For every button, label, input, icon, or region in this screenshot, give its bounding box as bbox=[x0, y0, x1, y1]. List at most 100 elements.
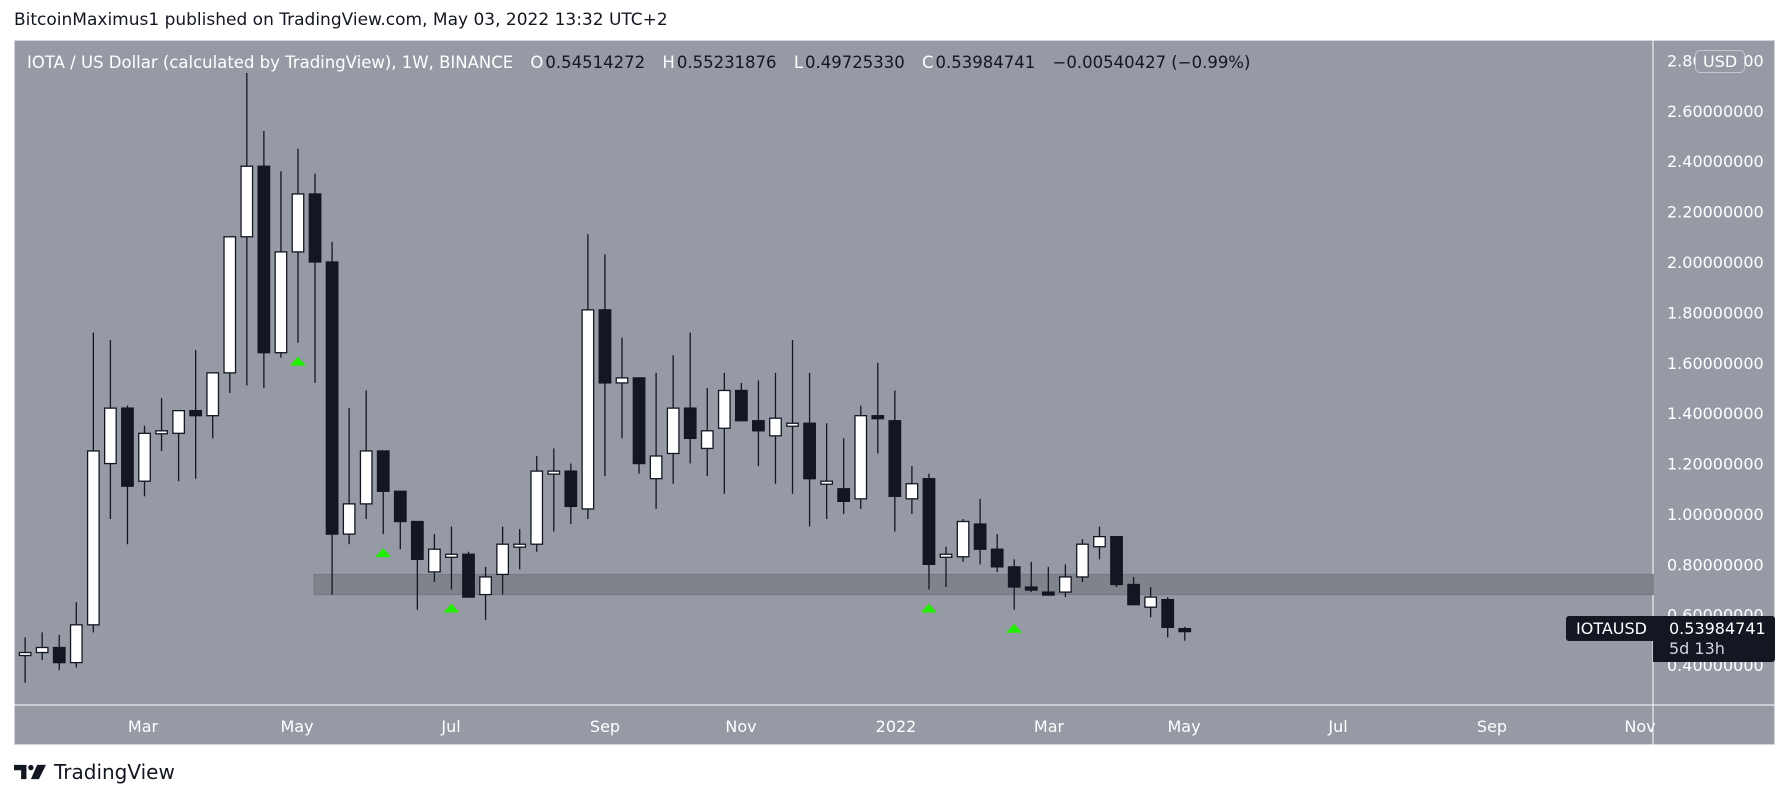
candle[interactable] bbox=[35, 646, 49, 654]
candle[interactable] bbox=[376, 450, 390, 492]
price-tick-label: 1.20000000 bbox=[1667, 455, 1764, 474]
last-price-value: 0.53984741 bbox=[1669, 619, 1766, 638]
candle[interactable] bbox=[445, 553, 458, 558]
candle[interactable] bbox=[257, 165, 271, 354]
time-tick-label: Sep bbox=[590, 717, 620, 736]
candle[interactable] bbox=[649, 455, 663, 480]
candle[interactable] bbox=[581, 309, 595, 510]
candle[interactable] bbox=[1041, 591, 1055, 596]
candle[interactable] bbox=[905, 483, 919, 500]
candle[interactable] bbox=[86, 450, 100, 626]
candle[interactable] bbox=[1007, 566, 1021, 588]
candle[interactable] bbox=[564, 470, 578, 508]
candle[interactable] bbox=[1178, 627, 1192, 633]
candle[interactable] bbox=[700, 430, 714, 450]
change-value: −0.00540427 (−0.99%) bbox=[1052, 53, 1251, 72]
candle[interactable] bbox=[223, 236, 237, 374]
low-value: 0.49725330 bbox=[805, 53, 905, 72]
candle[interactable] bbox=[1127, 583, 1140, 606]
candle[interactable] bbox=[530, 470, 544, 545]
price-tick-label: 0.80000000 bbox=[1667, 555, 1764, 574]
candle[interactable] bbox=[1110, 535, 1123, 586]
candle[interactable] bbox=[632, 377, 646, 465]
candle[interactable] bbox=[683, 407, 697, 440]
green-triangle-marker-icon bbox=[443, 603, 460, 613]
candle[interactable] bbox=[871, 415, 885, 420]
candle[interactable] bbox=[1076, 543, 1089, 578]
candle[interactable] bbox=[206, 372, 220, 417]
price-tick-label: 2.00000000 bbox=[1667, 253, 1764, 272]
candle[interactable] bbox=[734, 389, 748, 422]
tradingview-footer[interactable]: TradingView bbox=[14, 760, 175, 784]
candle[interactable] bbox=[462, 553, 475, 598]
candle[interactable] bbox=[308, 193, 322, 263]
green-triangle-marker-icon bbox=[289, 356, 306, 366]
ohlc-legend: IOTA / US Dollar (calculated by TradingV… bbox=[27, 53, 1250, 72]
time-tick-label: Nov bbox=[1624, 717, 1655, 736]
candle[interactable] bbox=[155, 430, 168, 435]
candle[interactable] bbox=[786, 422, 799, 427]
candle[interactable] bbox=[172, 409, 186, 434]
candle[interactable] bbox=[820, 480, 834, 485]
green-triangle-marker-icon bbox=[1006, 623, 1023, 633]
candle[interactable] bbox=[479, 576, 492, 596]
candle[interactable] bbox=[717, 389, 731, 429]
candle[interactable] bbox=[18, 651, 32, 657]
candle[interactable] bbox=[888, 420, 902, 497]
price-tick-label: 1.40000000 bbox=[1667, 404, 1764, 423]
candle[interactable] bbox=[291, 193, 305, 253]
candle[interactable] bbox=[1093, 535, 1106, 548]
candle[interactable] bbox=[496, 543, 510, 576]
high-value: 0.55231876 bbox=[676, 53, 777, 72]
candle[interactable] bbox=[922, 478, 936, 565]
candle[interactable] bbox=[615, 377, 629, 384]
close-key: C bbox=[922, 53, 934, 72]
time-tick-label: Mar bbox=[128, 717, 159, 736]
candle[interactable] bbox=[666, 407, 680, 455]
candle[interactable] bbox=[1161, 598, 1175, 628]
candle[interactable] bbox=[598, 309, 612, 384]
candle[interactable] bbox=[769, 417, 782, 437]
candle[interactable] bbox=[990, 548, 1004, 568]
candle[interactable] bbox=[52, 646, 66, 664]
green-triangle-marker-icon bbox=[375, 548, 392, 558]
candle[interactable] bbox=[513, 543, 527, 548]
low-key: L bbox=[793, 53, 804, 72]
candle[interactable] bbox=[342, 503, 356, 535]
price-tick-label: 1.80000000 bbox=[1667, 303, 1764, 322]
candle[interactable] bbox=[837, 488, 851, 503]
time-tick-label: Sep bbox=[1477, 717, 1507, 736]
price-tick-label: 2.20000000 bbox=[1667, 203, 1764, 222]
tradingview-logo-icon bbox=[14, 764, 46, 780]
candle[interactable] bbox=[973, 523, 987, 550]
candle[interactable] bbox=[240, 165, 254, 238]
candle[interactable] bbox=[939, 553, 953, 558]
open-key: O bbox=[530, 53, 544, 72]
candle[interactable] bbox=[121, 407, 134, 487]
candle[interactable] bbox=[1144, 596, 1158, 608]
candle[interactable] bbox=[547, 470, 561, 475]
symbol-title: IOTA / US Dollar (calculated by TradingV… bbox=[27, 53, 514, 72]
support-zone bbox=[313, 573, 1654, 596]
candle[interactable] bbox=[410, 520, 424, 560]
time-tick-label: May bbox=[280, 717, 313, 736]
candle[interactable] bbox=[428, 548, 441, 573]
candle[interactable] bbox=[359, 450, 373, 505]
candle[interactable] bbox=[956, 520, 970, 558]
last-price-label: 0.53984741 5d 13h bbox=[1653, 616, 1775, 662]
candle[interactable] bbox=[189, 409, 203, 417]
candle[interactable] bbox=[69, 624, 83, 664]
candle[interactable] bbox=[103, 407, 117, 465]
candle[interactable] bbox=[393, 490, 407, 523]
time-tick-label: Mar bbox=[1034, 717, 1065, 736]
candle[interactable] bbox=[1024, 586, 1038, 591]
candle[interactable] bbox=[138, 432, 151, 482]
candle[interactable] bbox=[274, 251, 288, 354]
currency-badge[interactable]: USD bbox=[1695, 50, 1746, 73]
candle[interactable] bbox=[325, 261, 339, 535]
candle[interactable] bbox=[803, 422, 816, 480]
candle[interactable] bbox=[854, 415, 868, 500]
candle[interactable] bbox=[752, 420, 765, 432]
candle[interactable] bbox=[1058, 576, 1072, 593]
